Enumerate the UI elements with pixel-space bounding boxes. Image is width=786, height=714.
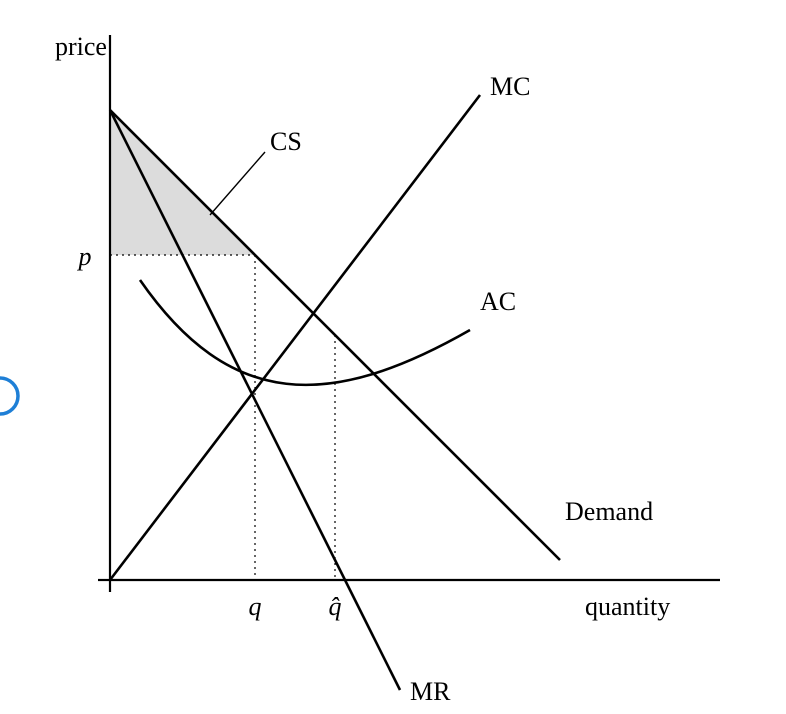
y-axis-label: price [55,32,107,61]
cs-leader-line [210,152,265,215]
cs-label: CS [270,127,302,156]
edge-circle-icon [0,378,18,414]
mc-label: MC [490,72,530,101]
p-label: p [77,242,92,271]
demand-label: Demand [565,497,653,526]
q-label: q [249,592,262,621]
ac-label: AC [480,287,516,316]
diagram-svg: price quantity MC AC Demand MR CS p q q̂ [0,0,786,714]
ac-curve [140,280,470,385]
x-axis-label: quantity [585,592,670,621]
mr-label: MR [410,677,451,706]
econ-diagram: price quantity MC AC Demand MR CS p q q̂ [0,0,786,714]
qhat-label: q̂ [329,592,342,621]
